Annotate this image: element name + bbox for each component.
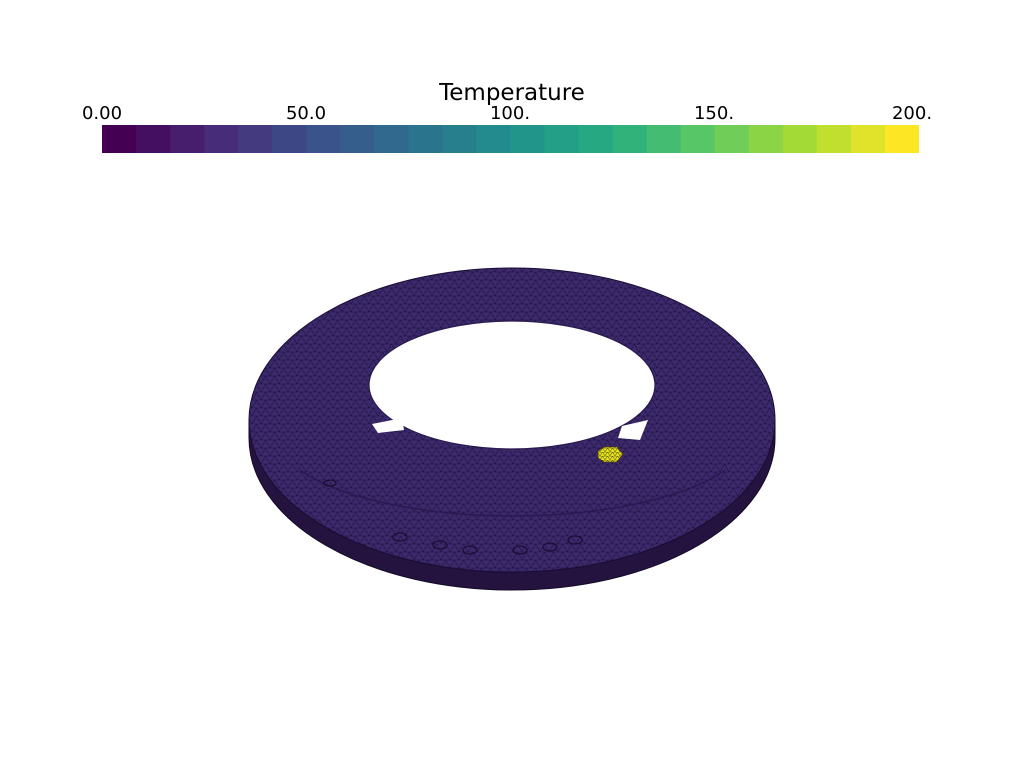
inner-hole: [368, 320, 656, 450]
colorbar: [102, 125, 919, 153]
colorbar-band: [578, 125, 614, 153]
notch-left: [372, 418, 404, 433]
colorbar-tick-1: 50.0: [285, 103, 327, 124]
colorbar-band: [612, 125, 648, 153]
colorbar-tick-3: 150.: [693, 103, 735, 124]
colorbar-band: [850, 125, 886, 153]
colorbar-band: [476, 125, 512, 153]
colorbar-band: [510, 125, 546, 153]
colorbar-tick-0: 0.00: [81, 103, 123, 124]
colorbar-tick-2: 100.: [489, 103, 531, 124]
colorbar-band: [374, 125, 409, 153]
colorbar-band: [442, 125, 478, 153]
colorbar-band: [748, 125, 784, 153]
inner-step-rim: [299, 469, 726, 517]
colorbar-band: [204, 125, 239, 153]
colorbar-tick-4: 200.: [891, 103, 933, 124]
colorbar-band: [340, 125, 375, 153]
colorbar-band: [646, 125, 682, 153]
colorbar-band: [408, 125, 444, 153]
colorbar-band: [714, 125, 750, 153]
colorbar-band: [306, 125, 341, 153]
colorbar-band: [884, 125, 919, 153]
notch-right: [618, 420, 648, 440]
colorbar-band: [170, 125, 205, 153]
hotspot: [597, 446, 624, 463]
colorbar-band: [782, 125, 818, 153]
bolt-holes: [323, 479, 583, 555]
colorbar-band: [816, 125, 852, 153]
colorbar-title: Temperature: [439, 80, 585, 106]
colorbar-band: [136, 125, 171, 153]
colorbar-band: [680, 125, 716, 153]
colorbar-band: [272, 125, 307, 153]
colorbar-band: [102, 125, 137, 153]
colorbar-band: [544, 125, 580, 153]
colorbar-band: [238, 125, 273, 153]
